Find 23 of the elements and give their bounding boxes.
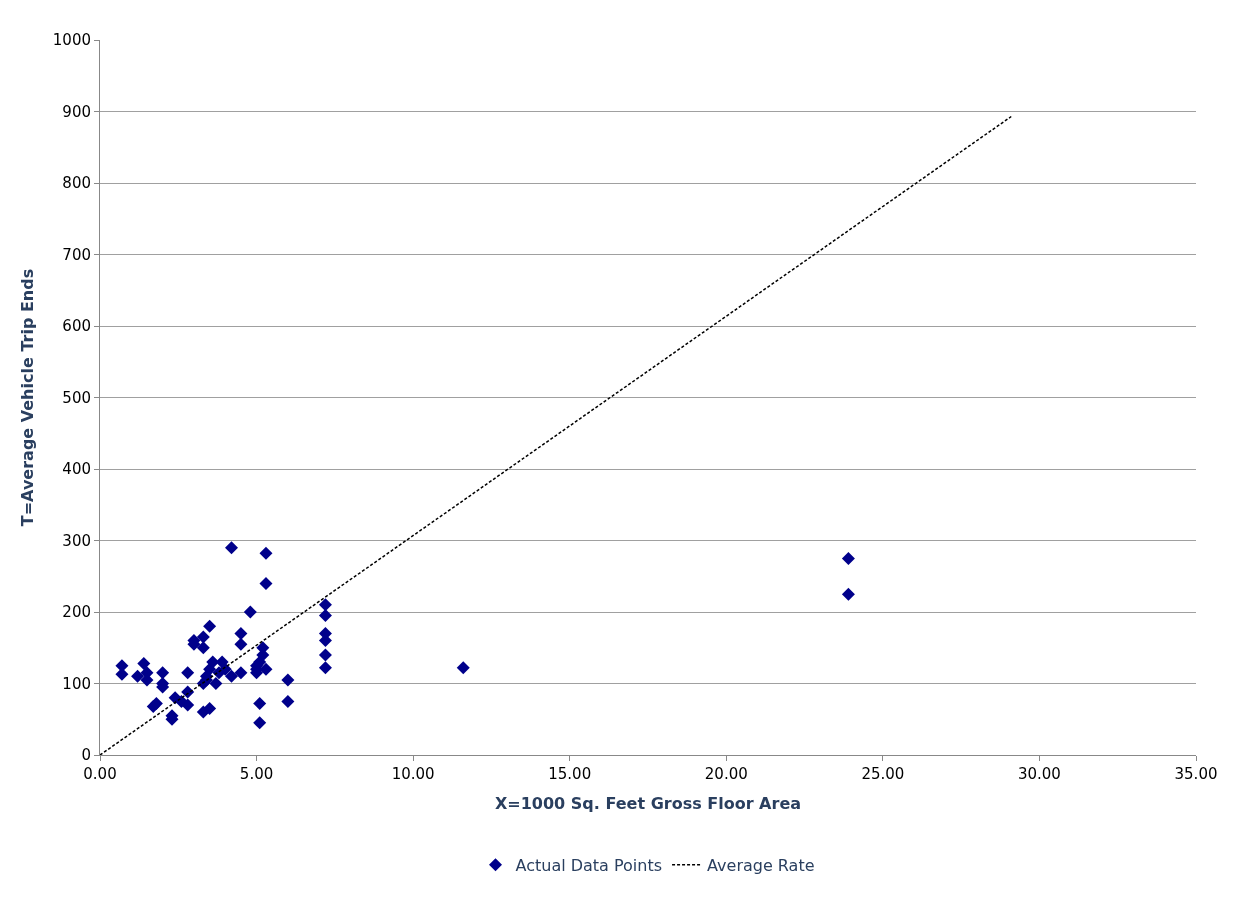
y-tick-label: 300	[62, 531, 91, 550]
y-axis-title: T=Average Vehicle Trip Ends	[17, 268, 37, 527]
x-tick-label: 5.00	[239, 765, 274, 783]
x-tick-label: 35.00	[1174, 765, 1218, 783]
x-tick-label: 10.00	[391, 765, 435, 783]
legend-label: Average Rate	[707, 856, 815, 876]
y-tick-label: 800	[62, 174, 91, 193]
x-tick-label: 20.00	[704, 765, 748, 783]
y-tick-label: 100	[62, 674, 91, 693]
x-tick-label: 15.00	[548, 765, 592, 783]
y-tick-label: 200	[62, 603, 91, 622]
x-axis-title: X=1000 Sq. Feet Gross Floor Area	[494, 793, 802, 813]
y-tick-label: 700	[62, 245, 91, 264]
y-tick-label: 0	[81, 746, 91, 765]
x-tick-label: 25.00	[861, 765, 905, 783]
x-tick-label: 30.00	[1017, 765, 1061, 783]
y-tick-label: 600	[62, 317, 91, 336]
legend-label: Actual Data Points	[515, 856, 663, 876]
y-tick-label: 1000	[52, 31, 91, 50]
y-tick-label: 500	[62, 388, 91, 407]
y-tick-label: 900	[62, 102, 91, 121]
x-tick-label: 0.00	[83, 765, 117, 783]
y-tick-label: 400	[62, 460, 91, 479]
